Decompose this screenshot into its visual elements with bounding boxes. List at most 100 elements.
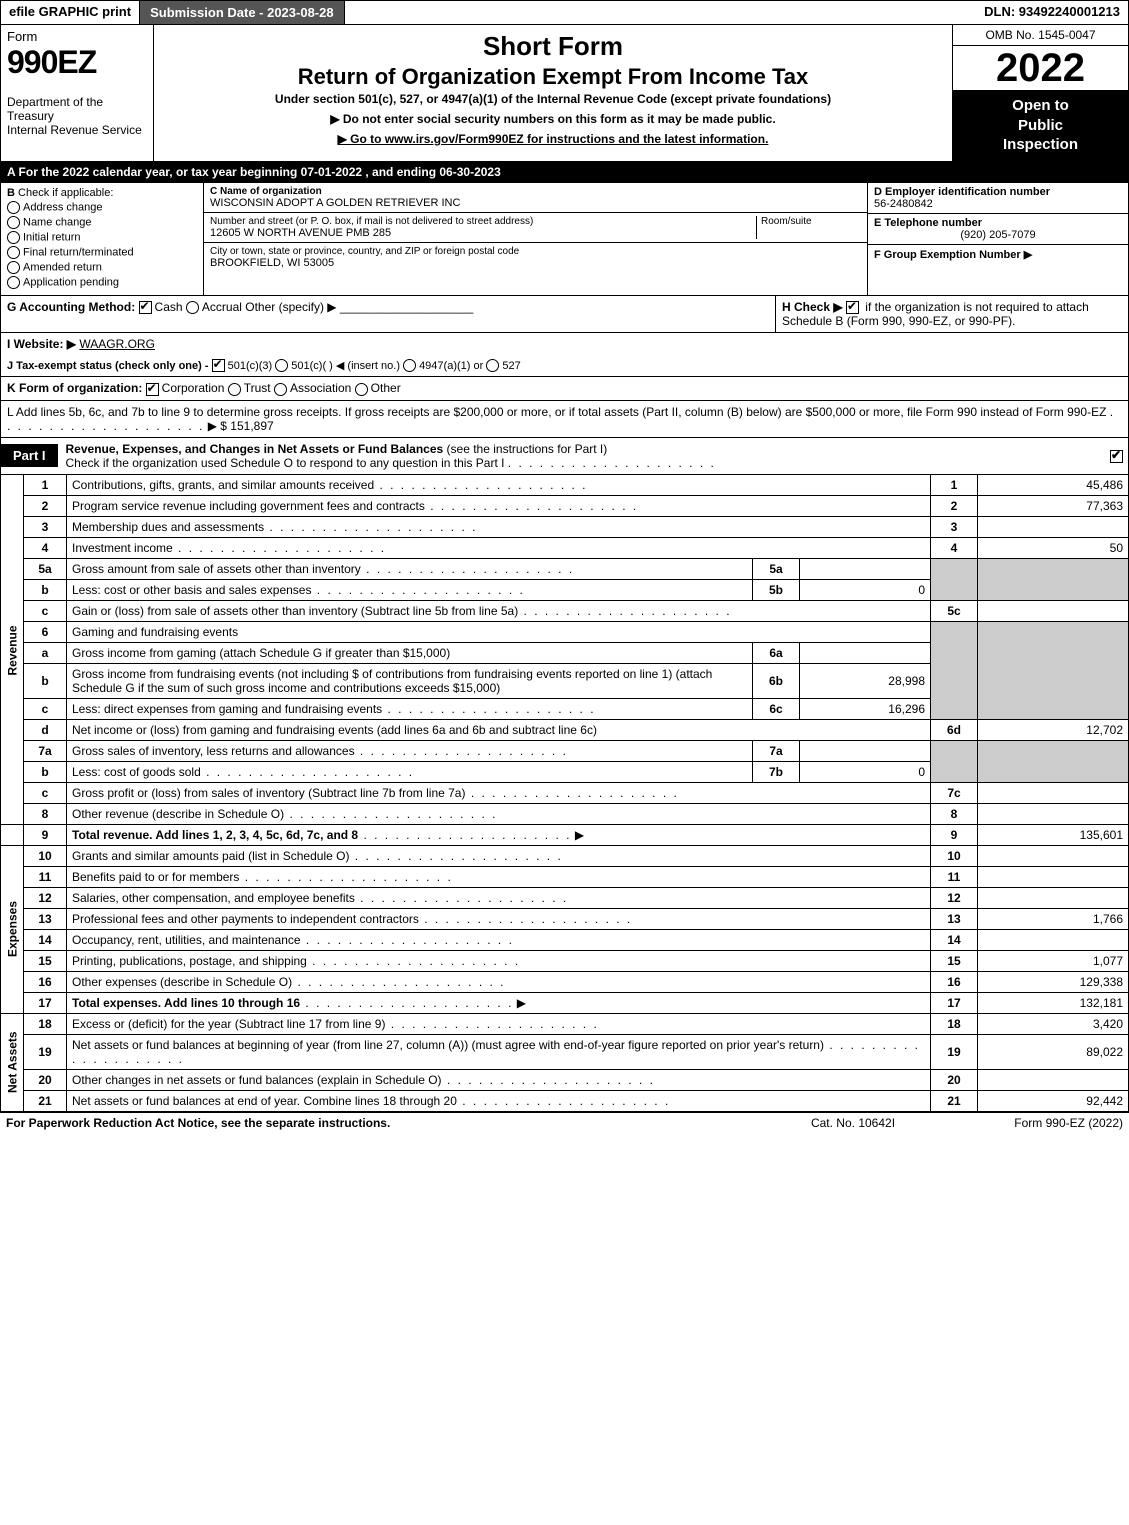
chk-527[interactable] xyxy=(486,359,499,372)
d-ein-label: D Employer identification number xyxy=(874,186,1122,198)
inspect-line3: Inspection xyxy=(1003,136,1078,153)
header-left: Form 990EZ Department of the Treasury In… xyxy=(1,25,154,161)
i-label: I Website: ▶ xyxy=(7,337,76,351)
chk-initial-return[interactable]: Initial return xyxy=(7,231,197,244)
line-4: 4 Investment income 4 50 xyxy=(1,537,1129,558)
city-label: City or town, state or province, country… xyxy=(210,246,861,257)
line-21-amount: 92,442 xyxy=(978,1090,1129,1111)
chk-amended-return[interactable]: Amended return xyxy=(7,261,197,274)
line-12: 12 Salaries, other compensation, and emp… xyxy=(1,887,1129,908)
line-15: 15 Printing, publications, postage, and … xyxy=(1,950,1129,971)
part-1-schedule-o-check[interactable] xyxy=(1108,448,1128,463)
open-to-public-inspection: Open to Public Inspection xyxy=(953,90,1128,161)
dln-label: DLN: 93492240001213 xyxy=(976,1,1128,24)
column-c: C Name of organization WISCONSIN ADOPT A… xyxy=(204,183,867,295)
j-label: J Tax-exempt status (check only one) - xyxy=(7,360,209,372)
city-state-zip: BROOKFIELD, WI 53005 xyxy=(210,257,334,269)
dept-label: Department of the Treasury xyxy=(7,95,103,123)
line-21: 21 Net assets or fund balances at end of… xyxy=(1,1090,1129,1111)
part-1-title-text: Revenue, Expenses, and Changes in Net As… xyxy=(66,442,444,456)
line-5c: c Gain or (loss) from sale of assets oth… xyxy=(1,600,1129,621)
irs-label: Internal Revenue Service xyxy=(7,123,142,137)
subtitle-section: Under section 501(c), 527, or 4947(a)(1)… xyxy=(164,92,942,106)
line-8: 8 Other revenue (describe in Schedule O)… xyxy=(1,803,1129,824)
line-5b-value: 0 xyxy=(800,579,931,600)
part-1-note: (see the instructions for Part I) xyxy=(447,442,608,456)
header-center: Short Form Return of Organization Exempt… xyxy=(154,25,952,161)
chk-501c3[interactable] xyxy=(212,359,225,372)
expenses-side-label: Expenses xyxy=(1,845,24,1013)
other-specify: Other (specify) ▶ xyxy=(245,300,336,314)
line-13-amount: 1,766 xyxy=(978,908,1129,929)
submission-date-button[interactable]: Submission Date - 2023-08-28 xyxy=(140,1,345,24)
column-b: B Check if applicable: Address change Na… xyxy=(1,183,204,295)
line-1: Revenue 1 Contributions, gifts, grants, … xyxy=(1,475,1129,496)
chk-final-return[interactable]: Final return/terminated xyxy=(7,246,197,259)
ein-value: 56-2480842 xyxy=(874,198,933,210)
room-label: Room/suite xyxy=(761,216,861,227)
inspect-line1: Open to xyxy=(1012,97,1069,114)
part-1-tab: Part I xyxy=(1,444,58,467)
org-name: WISCONSIN ADOPT A GOLDEN RETRIEVER INC xyxy=(210,197,460,209)
e-phone-label: E Telephone number xyxy=(874,217,1122,229)
chk-name-change[interactable]: Name change xyxy=(7,216,197,229)
chk-accrual[interactable] xyxy=(186,301,199,314)
website-url[interactable]: WAAGR.ORG xyxy=(79,337,155,351)
arrow-icon: ▶ xyxy=(517,996,526,1010)
l-arrow: ▶ $ xyxy=(208,419,227,433)
line-11: 11 Benefits paid to or for members 11 xyxy=(1,866,1129,887)
line-2-amount: 77,363 xyxy=(978,495,1129,516)
schedule-b-check: H Check ▶ if the organization is not req… xyxy=(775,296,1128,332)
group-exemption-cell: F Group Exemption Number ▶ xyxy=(868,245,1128,264)
check-if-applicable: Check if applicable: xyxy=(18,187,113,199)
phone-value: (920) 205-7079 xyxy=(874,229,1122,241)
line-18: Net Assets 18 Excess or (deficit) for th… xyxy=(1,1013,1129,1034)
org-name-cell: C Name of organization WISCONSIN ADOPT A… xyxy=(204,183,867,213)
chk-other-org[interactable] xyxy=(355,383,368,396)
form-number: 990EZ xyxy=(7,44,96,80)
chk-cash[interactable] xyxy=(139,301,152,314)
line-17: 17 Total expenses. Add lines 10 through … xyxy=(1,992,1129,1013)
line-7c: c Gross profit or (loss) from sales of i… xyxy=(1,782,1129,803)
b-label: B xyxy=(7,187,15,199)
line-15-amount: 1,077 xyxy=(978,950,1129,971)
omb-number: OMB No. 1545-0047 xyxy=(953,25,1128,46)
row-i-website: I Website: ▶ WAAGR.ORG xyxy=(0,333,1129,355)
chk-schedule-b[interactable] xyxy=(846,301,859,314)
chk-application-pending[interactable]: Application pending xyxy=(7,276,197,289)
addr-label: Number and street (or P. O. box, if mail… xyxy=(210,216,756,227)
line-18-amount: 3,420 xyxy=(978,1013,1129,1034)
chk-association[interactable] xyxy=(274,383,287,396)
tax-year: 2022 xyxy=(953,46,1128,90)
chk-address-change[interactable]: Address change xyxy=(7,201,197,214)
chk-501c[interactable] xyxy=(275,359,288,372)
l-text: L Add lines 5b, 6c, and 7b to line 9 to … xyxy=(7,405,1106,419)
g-label: G Accounting Method: xyxy=(7,300,135,314)
chk-corporation[interactable] xyxy=(146,383,159,396)
line-19: 19 Net assets or fund balances at beginn… xyxy=(1,1034,1129,1069)
l-amount: 151,897 xyxy=(230,419,273,433)
row-k-form-org: K Form of organization: Corporation Trus… xyxy=(0,376,1129,400)
chk-trust[interactable] xyxy=(228,383,241,396)
line-5a: 5a Gross amount from sale of assets othe… xyxy=(1,558,1129,579)
accounting-method: G Accounting Method: Cash Accrual Other … xyxy=(1,296,775,332)
line-19-amount: 89,022 xyxy=(978,1034,1129,1069)
city-cell: City or town, state or province, country… xyxy=(204,243,867,272)
subtitle-goto-link[interactable]: ▶ Go to www.irs.gov/Form990EZ for instru… xyxy=(164,132,942,146)
line-17-amount: 132,181 xyxy=(978,992,1129,1013)
chk-4947[interactable] xyxy=(403,359,416,372)
line-16-amount: 129,338 xyxy=(978,971,1129,992)
footer-cat-no: Cat. No. 10642I xyxy=(753,1116,953,1130)
form-header: Form 990EZ Department of the Treasury In… xyxy=(0,25,1129,162)
phone-cell: E Telephone number (920) 205-7079 xyxy=(868,214,1128,245)
line-20: 20 Other changes in net assets or fund b… xyxy=(1,1069,1129,1090)
line-2: 2 Program service revenue including gove… xyxy=(1,495,1129,516)
line-4-amount: 50 xyxy=(978,537,1129,558)
line-14: 14 Occupancy, rent, utilities, and maint… xyxy=(1,929,1129,950)
c-name-label: C Name of organization xyxy=(210,186,861,197)
row-g-h: G Accounting Method: Cash Accrual Other … xyxy=(0,296,1129,333)
street-address: 12605 W NORTH AVENUE PMB 285 xyxy=(210,227,391,239)
column-d-e-f: D Employer identification number 56-2480… xyxy=(867,183,1128,295)
f-group-label: F Group Exemption Number ▶ xyxy=(874,248,1122,261)
line-16: 16 Other expenses (describe in Schedule … xyxy=(1,971,1129,992)
